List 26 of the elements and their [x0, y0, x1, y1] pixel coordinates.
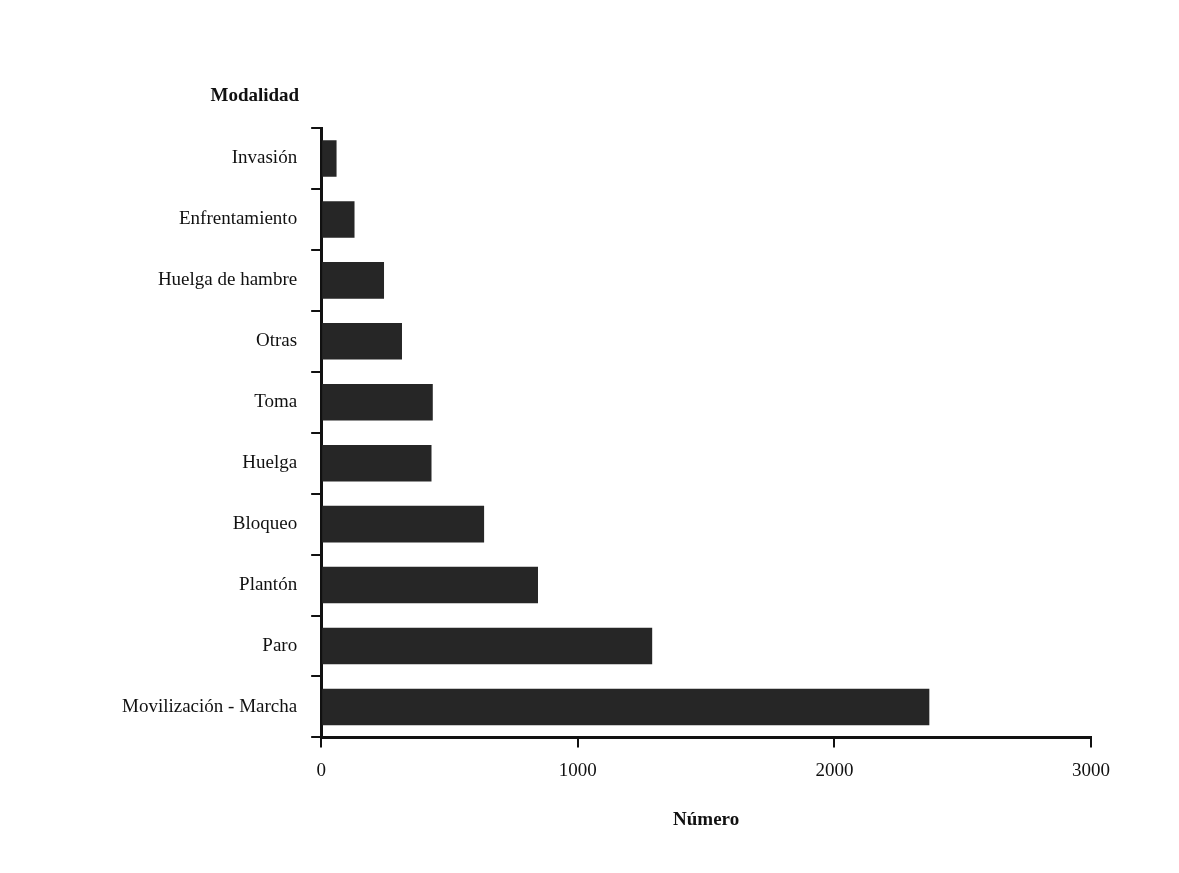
y-tick-label: Toma: [254, 390, 298, 412]
x-tick-label: 0: [316, 758, 326, 780]
y-tick-label: Paro: [262, 633, 298, 655]
bar: [322, 201, 355, 238]
bar: [322, 566, 538, 604]
y-tick-label: Bloqueo: [232, 512, 298, 534]
y-tick-label: Otras: [256, 329, 298, 351]
x-axis-title: Número: [673, 807, 740, 829]
y-tick-label: Huelga de hambre: [157, 268, 298, 290]
x-tick-label: 1000: [558, 758, 597, 780]
y-tick-label: Enfrentamiento: [178, 207, 298, 229]
bar: [322, 140, 337, 177]
bar: [322, 383, 433, 421]
y-tick-label: Invasión: [231, 146, 298, 168]
bar: [322, 505, 485, 543]
bar: [322, 627, 653, 665]
bar: [322, 688, 930, 726]
bar: [322, 323, 402, 360]
y-tick-label: Huelga: [242, 451, 298, 473]
bar: [322, 262, 385, 299]
y-tick-label: Movilización - Marcha: [122, 694, 298, 716]
y-axis-title: Modalidad: [210, 84, 300, 106]
bar: [322, 444, 432, 482]
x-tick-label: 2000: [815, 758, 854, 780]
y-tick-label: Plantón: [239, 573, 298, 595]
x-tick-label: 3000: [1072, 758, 1110, 780]
